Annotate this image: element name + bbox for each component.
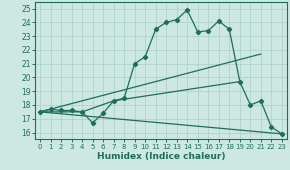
X-axis label: Humidex (Indice chaleur): Humidex (Indice chaleur) — [97, 152, 225, 161]
